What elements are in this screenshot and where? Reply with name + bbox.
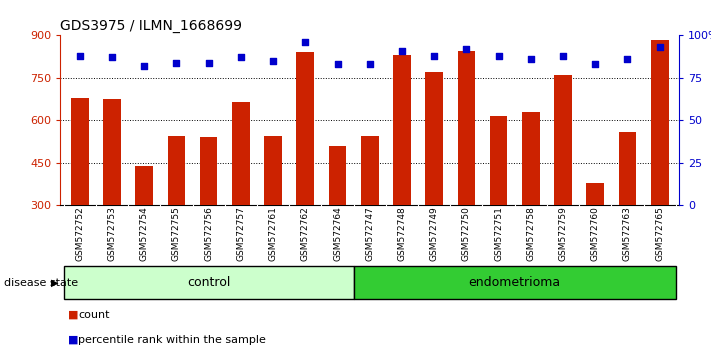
Point xyxy=(621,56,633,62)
Point xyxy=(106,55,117,60)
Text: GSM572750: GSM572750 xyxy=(462,206,471,261)
Text: GSM572762: GSM572762 xyxy=(301,206,310,261)
Text: GSM572760: GSM572760 xyxy=(591,206,600,261)
Text: ▶: ▶ xyxy=(50,278,58,288)
Text: GSM572758: GSM572758 xyxy=(526,206,535,261)
Text: GSM572764: GSM572764 xyxy=(333,206,342,261)
Bar xyxy=(522,112,540,205)
Text: GSM572754: GSM572754 xyxy=(139,206,149,261)
Point xyxy=(171,60,182,65)
Text: ■: ■ xyxy=(68,310,78,320)
Bar xyxy=(64,266,353,299)
Text: GDS3975 / ILMN_1668699: GDS3975 / ILMN_1668699 xyxy=(60,19,242,33)
Point xyxy=(396,48,407,53)
Bar xyxy=(135,166,153,205)
Bar xyxy=(457,51,475,205)
Point xyxy=(493,53,504,59)
Bar xyxy=(232,102,250,205)
Bar xyxy=(587,183,604,205)
Bar xyxy=(651,40,668,205)
Bar xyxy=(168,136,186,205)
Bar xyxy=(296,52,314,205)
Text: GSM572753: GSM572753 xyxy=(107,206,117,261)
Point xyxy=(525,56,537,62)
Bar xyxy=(103,99,121,205)
Text: GSM572761: GSM572761 xyxy=(269,206,277,261)
Text: GSM572751: GSM572751 xyxy=(494,206,503,261)
Point xyxy=(429,53,440,59)
Bar xyxy=(361,136,378,205)
Point xyxy=(461,46,472,52)
Text: GSM572765: GSM572765 xyxy=(655,206,664,261)
Text: GSM572759: GSM572759 xyxy=(559,206,567,261)
Point xyxy=(654,45,665,50)
Text: GSM572747: GSM572747 xyxy=(365,206,374,261)
Text: GSM572763: GSM572763 xyxy=(623,206,632,261)
Text: GSM572755: GSM572755 xyxy=(172,206,181,261)
Bar xyxy=(353,266,675,299)
Bar xyxy=(393,55,411,205)
Point xyxy=(299,39,311,45)
Point xyxy=(589,62,601,67)
Point xyxy=(203,60,214,65)
Bar xyxy=(328,146,346,205)
Point xyxy=(235,55,247,60)
Point xyxy=(74,53,85,59)
Text: control: control xyxy=(187,276,230,289)
Bar xyxy=(619,132,636,205)
Point xyxy=(332,62,343,67)
Text: GSM572749: GSM572749 xyxy=(429,206,439,261)
Text: endometrioma: endometrioma xyxy=(469,276,561,289)
Bar xyxy=(200,137,218,205)
Bar xyxy=(71,98,89,205)
Text: percentile rank within the sample: percentile rank within the sample xyxy=(78,335,266,345)
Text: GSM572756: GSM572756 xyxy=(204,206,213,261)
Bar xyxy=(490,116,508,205)
Text: GSM572752: GSM572752 xyxy=(75,206,85,261)
Text: disease state: disease state xyxy=(4,278,77,288)
Bar xyxy=(554,75,572,205)
Point xyxy=(267,58,279,64)
Bar xyxy=(425,72,443,205)
Text: GSM572748: GSM572748 xyxy=(397,206,407,261)
Point xyxy=(364,62,375,67)
Text: ■: ■ xyxy=(68,335,78,345)
Bar xyxy=(264,136,282,205)
Text: GSM572757: GSM572757 xyxy=(236,206,245,261)
Point xyxy=(557,53,569,59)
Text: count: count xyxy=(78,310,109,320)
Point xyxy=(139,63,150,69)
